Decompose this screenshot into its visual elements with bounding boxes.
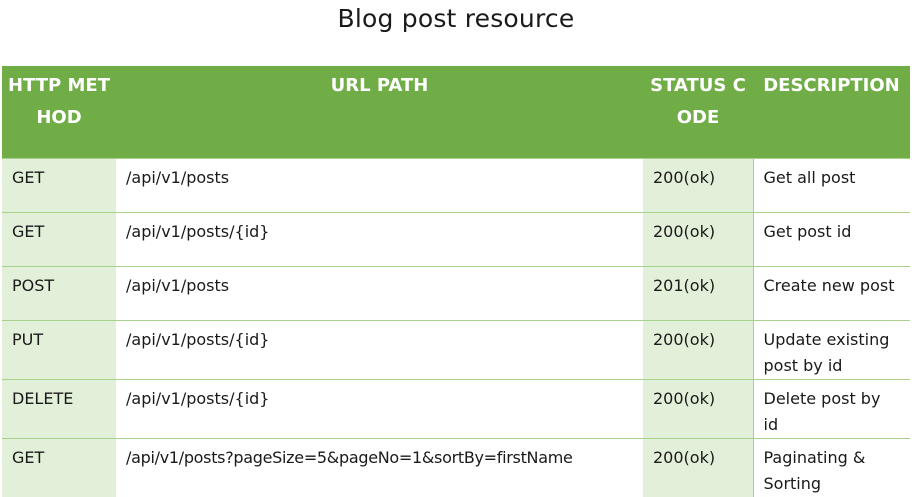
cell-description: Create new post: [752, 265, 910, 320]
cell-method: DELETE: [2, 378, 116, 438]
cell-status: 200(ok): [643, 378, 753, 438]
header-http-method: HTTP METHOD: [2, 66, 116, 158]
table-row: PUT /api/v1/posts/{id} 200(ok) Update ex…: [2, 319, 910, 379]
cell-method: PUT: [2, 319, 116, 379]
cell-method: GET: [2, 211, 116, 266]
cell-description: Update existing post by id: [752, 319, 910, 379]
cell-path: /api/v1/posts/{id}: [116, 319, 643, 379]
cell-description: Delete post by id: [752, 378, 910, 438]
cell-status: 200(ok): [643, 319, 753, 379]
table-row: GET /api/v1/posts 200(ok) Get all post: [2, 157, 910, 212]
cell-method: POST: [2, 265, 116, 320]
table-row: GET /api/v1/posts/{id} 200(ok) Get post …: [2, 211, 910, 266]
cell-path: /api/v1/posts: [116, 157, 643, 212]
table-header: HTTP METHOD URL PATH STATUS CODE DESCRIP…: [2, 66, 910, 158]
cell-description: Get all post: [752, 157, 910, 212]
cell-status: 200(ok): [643, 157, 753, 212]
header-url-path: URL PATH: [116, 66, 643, 158]
api-table: HTTP METHOD URL PATH STATUS CODE DESCRIP…: [2, 66, 910, 497]
cell-method: GET: [2, 437, 116, 497]
cell-path: /api/v1/posts/{id}: [116, 211, 643, 266]
cell-method: GET: [2, 157, 116, 212]
cell-path: /api/v1/posts?pageSize=5&pageNo=1&sortBy…: [116, 437, 643, 497]
table-row: DELETE /api/v1/posts/{id} 200(ok) Delete…: [2, 378, 910, 438]
cell-status: 200(ok): [643, 437, 753, 497]
cell-path: /api/v1/posts/{id}: [116, 378, 643, 438]
header-row: HTTP METHOD URL PATH STATUS CODE DESCRIP…: [2, 66, 910, 158]
cell-status: 201(ok): [643, 265, 753, 320]
header-status-code: STATUS CODE: [643, 66, 753, 158]
table-row: GET /api/v1/posts?pageSize=5&pageNo=1&so…: [2, 437, 910, 497]
cell-status: 200(ok): [643, 211, 753, 266]
header-description: DESCRIPTION: [753, 66, 910, 158]
table-row: POST /api/v1/posts 201(ok) Create new po…: [2, 265, 910, 320]
cell-description: Paginating & Sorting: [752, 437, 910, 497]
cell-description: Get post id: [752, 211, 910, 266]
table-body: GET /api/v1/posts 200(ok) Get all post G…: [2, 157, 910, 497]
page-title: Blog post resource: [337, 4, 575, 33]
cell-path: /api/v1/posts: [116, 265, 643, 320]
